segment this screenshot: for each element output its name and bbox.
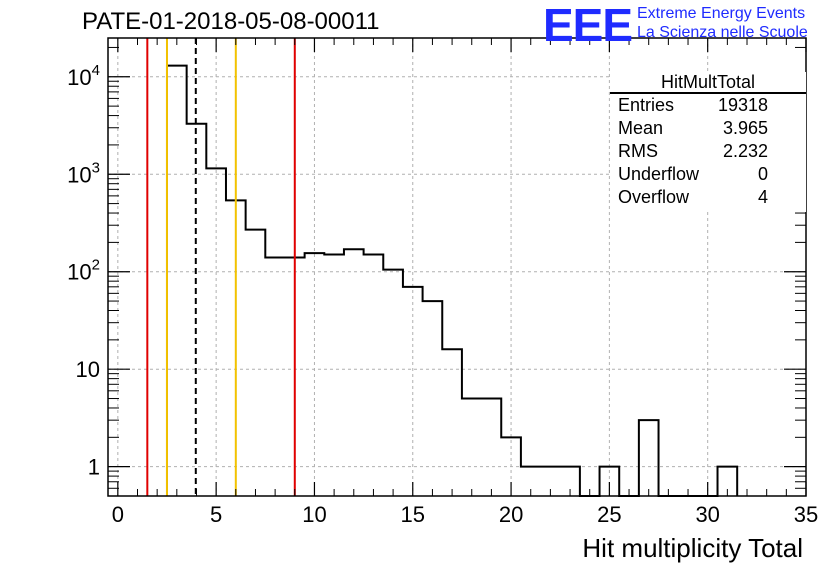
x-tick-label: 25 — [597, 502, 621, 527]
y-tick-exponent: 4 — [92, 62, 100, 79]
stats-label: Mean — [618, 118, 664, 138]
stats-label: Entries — [618, 95, 675, 115]
histogram-bin — [639, 420, 659, 496]
histogram-bin — [383, 270, 403, 496]
x-tick-label: 35 — [794, 502, 818, 527]
histogram-bin — [246, 230, 266, 496]
histogram-bin — [265, 257, 285, 496]
stats-value: 2.232 — [722, 141, 768, 161]
stats-row-entries: Entries 19318 — [610, 94, 806, 117]
x-axis-title: Hit multiplicity Total — [582, 533, 803, 563]
grid-lines — [108, 38, 806, 496]
y-tick-label: 103 — [67, 159, 100, 187]
stats-value: 3.965 — [722, 118, 768, 138]
stats-row-rms: RMS 2.232 — [610, 140, 806, 163]
histogram-outline — [165, 64, 739, 497]
y-tick-exponent: 2 — [92, 257, 100, 274]
plot-title: PATE-01-2018-05-08-00011 — [82, 8, 380, 35]
histogram-bin — [482, 399, 502, 496]
stats-row-mean: Mean 3.965 — [610, 117, 806, 140]
y-tick-label: 1 — [88, 455, 100, 480]
histogram-bin — [462, 399, 482, 496]
x-axis-ticks: 0 5 10 15 20 25 30 35 — [112, 38, 818, 527]
histogram-bin — [442, 349, 462, 496]
stats-label: Underflow — [618, 164, 700, 184]
x-tick-label: 5 — [210, 502, 222, 527]
stats-value: 0 — [757, 164, 768, 184]
y-tick-label: 104 — [67, 62, 100, 90]
stats-row-overflow: Overflow 4 — [610, 186, 806, 209]
eee-logo: EEE — [543, 0, 633, 51]
y-tick-label: 102 — [67, 257, 100, 285]
stats-label: Overflow — [618, 187, 690, 207]
stats-row-underflow: Underflow 0 — [610, 163, 806, 186]
x-tick-label: 20 — [499, 502, 523, 527]
y-tick-exponent: 3 — [92, 159, 100, 176]
y-tick-label: 10 — [76, 357, 100, 382]
stats-box-title: HitMultTotal — [610, 72, 806, 94]
x-tick-label: 10 — [302, 502, 326, 527]
histogram-bin — [344, 249, 364, 496]
x-tick-label: 15 — [401, 502, 425, 527]
histogram-bin — [364, 255, 384, 496]
plot-frame — [107, 37, 807, 497]
x-tick-label: 0 — [112, 502, 124, 527]
histogram-bin — [324, 255, 344, 496]
stats-value: 19318 — [717, 95, 768, 115]
logo-caption-line-1: Extreme Energy Events — [637, 5, 806, 22]
stats-value: 4 — [757, 187, 768, 207]
reference-lines — [146, 38, 296, 496]
histogram-bin — [167, 66, 187, 496]
logo-caption: Extreme Energy Events La Scienza nelle S… — [637, 4, 808, 42]
stats-label: RMS — [618, 141, 658, 161]
stats-box: HitMultTotal Entries 19318 Mean 3.965 RM… — [610, 72, 806, 212]
x-tick-label: 30 — [695, 502, 719, 527]
logo-caption-line-2: La Scienza nelle Scuole — [637, 24, 808, 41]
